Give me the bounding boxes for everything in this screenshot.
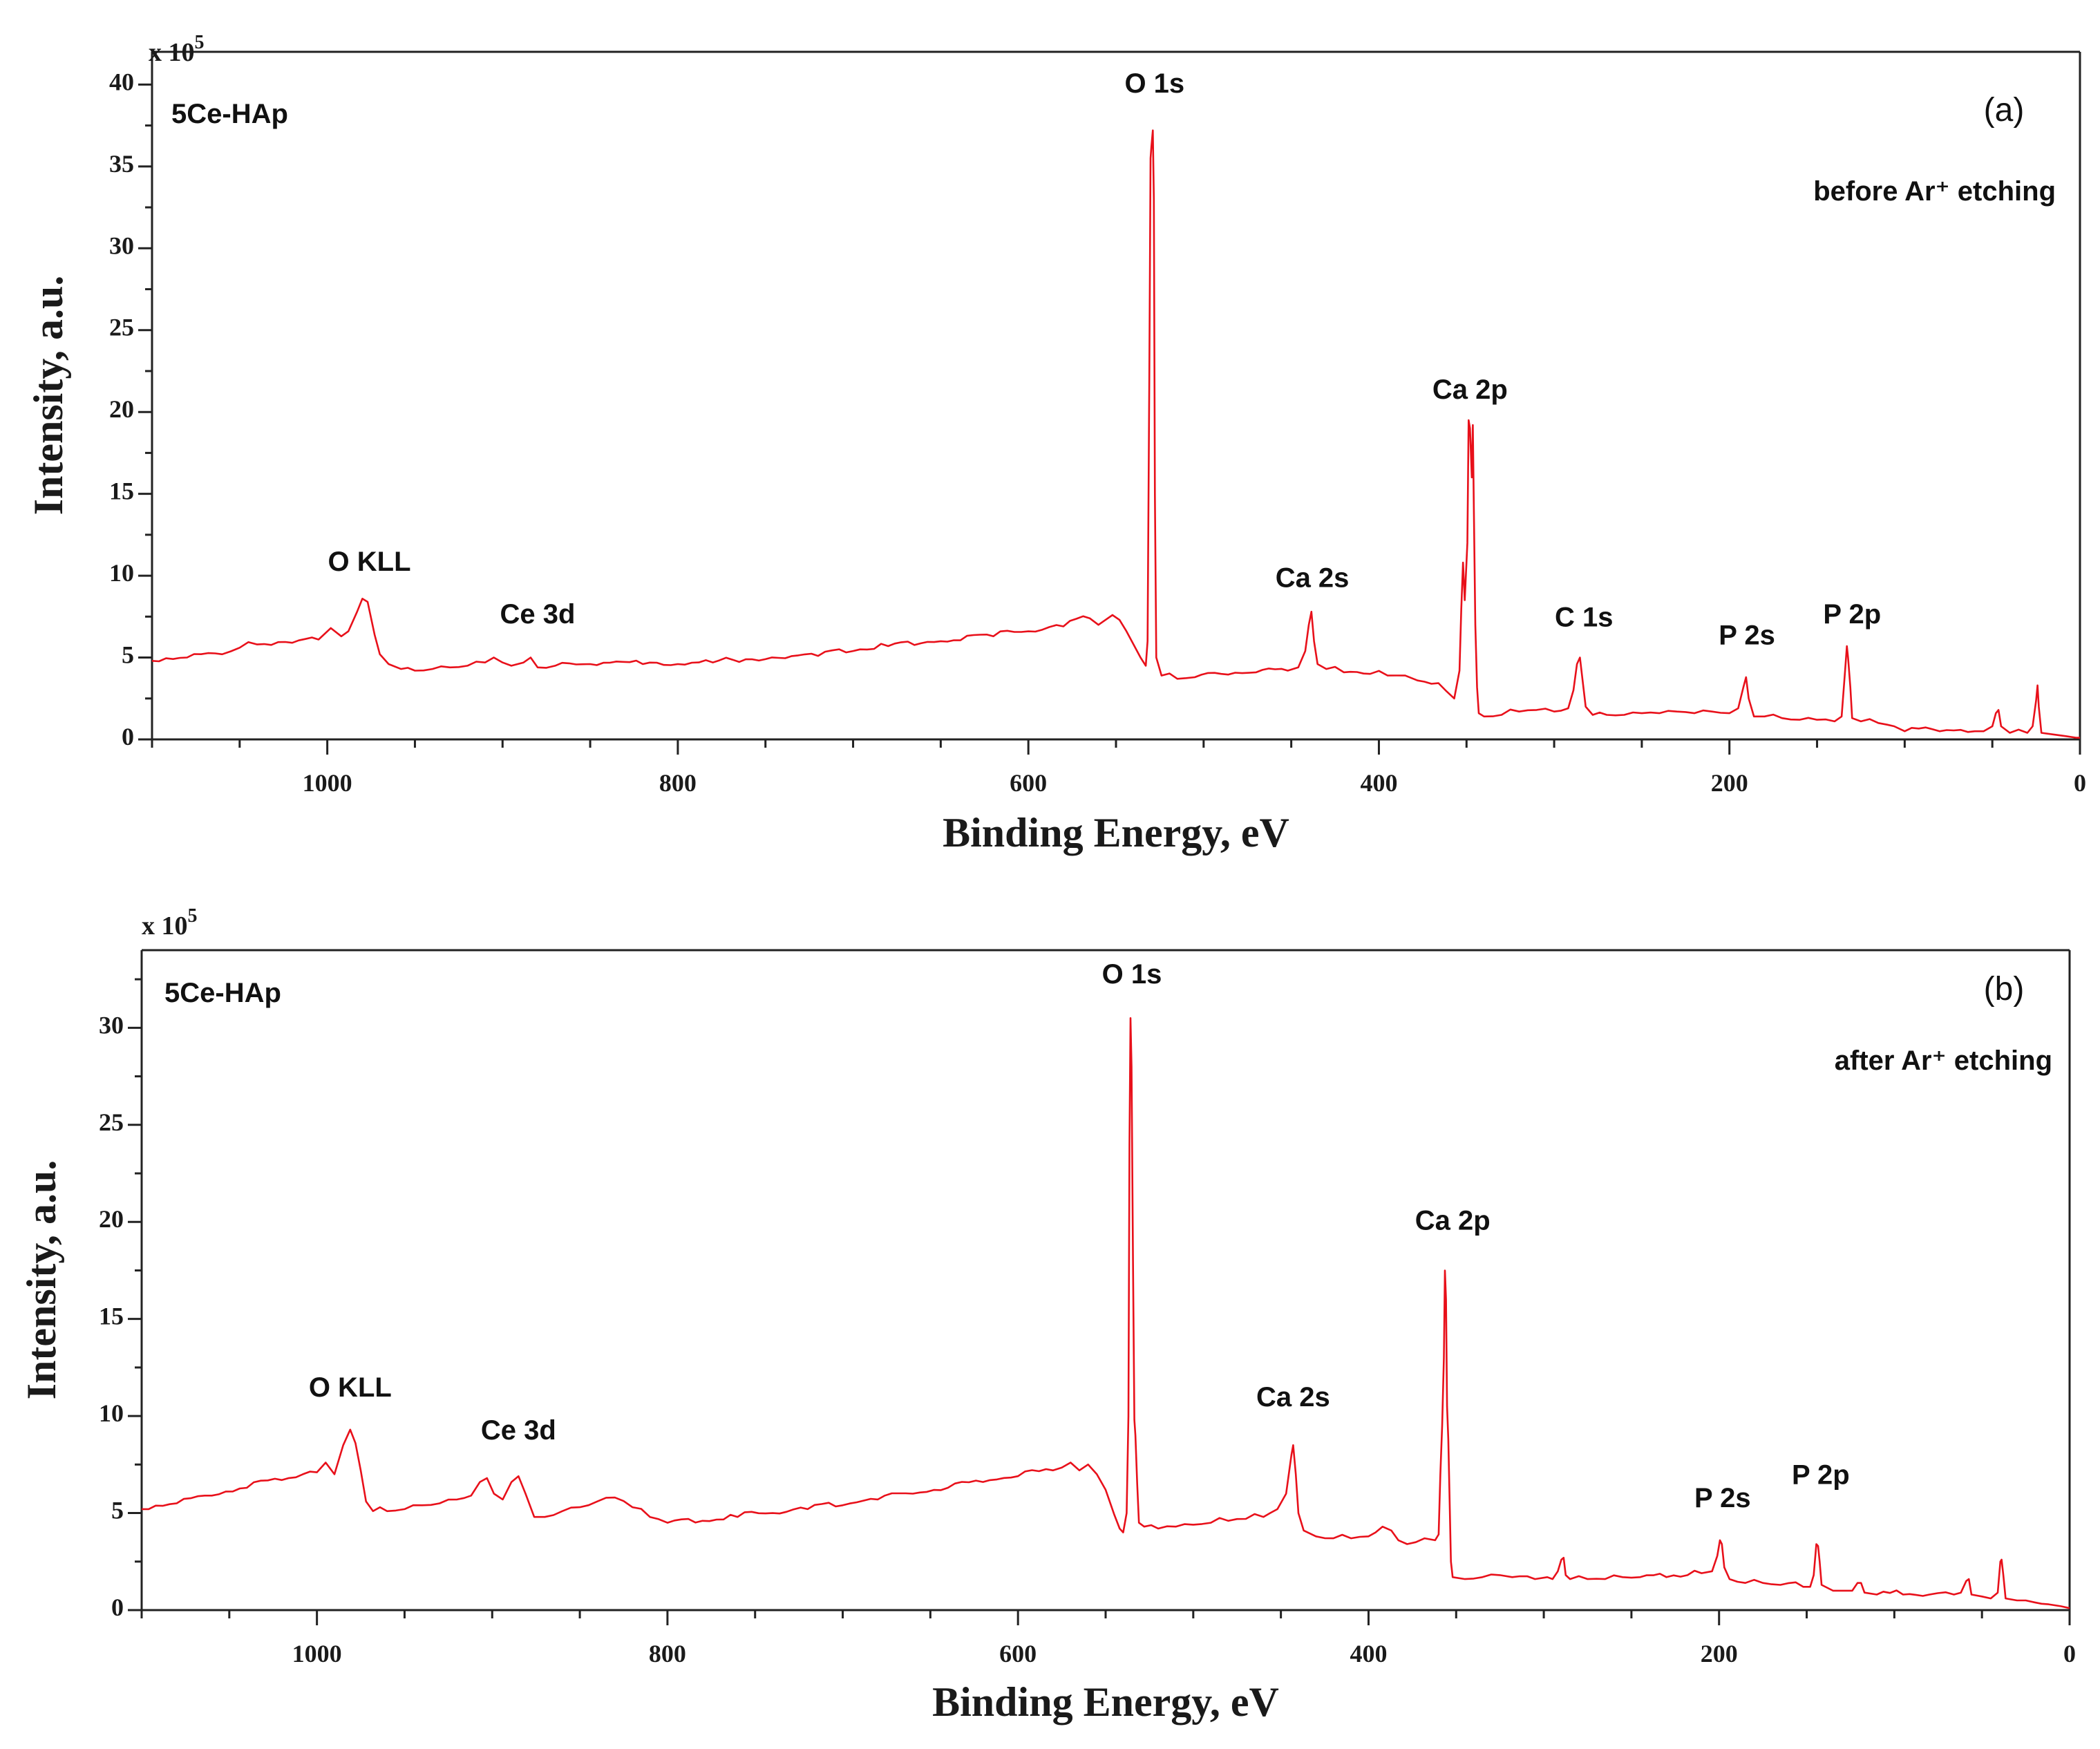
panel-a-axes: [151, 50, 2081, 741]
panel-a-peak-labels: O 1s Ca 2p Ca 2s O KLL Ce 3d C 1s P 2s P 2p: [328, 68, 1882, 650]
panel-b-y-tick-label: 0: [111, 1594, 124, 1621]
panel-a-peak-label-ca-2p: Ca 2p: [1432, 375, 1508, 405]
panel-b-chart: 1000 800 600 400 200 0 0 5 10 15 20 25 30 O 1s Ca 2p C…: [19, 905, 2076, 1725]
panel-b-sample-label: 5Ce-HAp: [164, 978, 281, 1008]
panel-b-peak-label-o-1s: O 1s: [1102, 959, 1162, 990]
panel-b-peak-label-ca-2s: Ca 2s: [1256, 1382, 1330, 1412]
panel-b-peak-label-ce-3d: Ce 3d: [481, 1415, 556, 1446]
panel-a-ticks: [138, 83, 2081, 755]
panel-a-x-tick-label: 1000: [303, 769, 352, 797]
panel-a-y-tick-label: 30: [109, 231, 134, 259]
panel-a-y-axis-title: Intensity, a.u.: [26, 276, 71, 516]
panel-a-y-tick-label: 0: [122, 723, 134, 750]
panel-a-panel-label: (a): [1984, 92, 2025, 129]
panel-a-y-tick-label: 20: [109, 395, 134, 423]
panel-b-x-tick-label: 200: [1701, 1640, 1738, 1667]
panel-b-x-axis-title: Binding Energy, eV: [932, 1679, 1279, 1725]
panel-a-tick-labels: 1000 800 600 400 200 0 0 5 10 15 20 25 30 35 40: [109, 68, 2086, 797]
panel-b-x-tick-label: 800: [649, 1640, 686, 1667]
panel-b-tick-labels: 1000 800 600 400 200 0 0 5 10 15 20 25 30: [99, 1011, 2076, 1667]
panel-b-y-axis-title: Intensity, a.u.: [19, 1160, 64, 1400]
panel-a-sample-label: 5Ce-HAp: [171, 99, 288, 129]
panel-a-x-tick-label: 400: [1360, 769, 1397, 797]
panel-b-y-tick-label: 15: [99, 1303, 124, 1330]
panel-b-x-tick-label: 600: [999, 1640, 1037, 1667]
panel-a-peak-label-p-2p: P 2p: [1823, 599, 1881, 630]
panel-b-y-scale: x 105: [142, 905, 198, 940]
panel-a-spectrum-line: [151, 129, 2080, 739]
panel-a-y-tick-label: 15: [109, 478, 134, 505]
panel-a-peak-label-c-1s: C 1s: [1555, 603, 1614, 633]
panel-a-peak-label-p-2s: P 2s: [1719, 621, 1775, 651]
panel-b-x-tick-label: 400: [1350, 1640, 1387, 1667]
panel-a-x-tick-label: 200: [1711, 769, 1748, 797]
panel-b-peak-label-p-2s: P 2s: [1694, 1483, 1751, 1513]
panel-a-condition-label: before Ar⁺ etching: [1813, 176, 2056, 207]
panel-a-y-tick-label: 5: [122, 641, 134, 669]
panel-b-peak-labels: O 1s Ca 2p Ca 2s O KLL Ce 3d P 2s P 2p: [309, 959, 1850, 1513]
panel-b-condition-label: after Ar⁺ etching: [1835, 1046, 2052, 1076]
panel-a-chart: 1000 800 600 400 200 0 0 5 10 15 20 25 30 35 40 O 1s Ca…: [26, 32, 2086, 855]
panel-b-y-tick-label: 20: [99, 1205, 124, 1233]
panel-a-x-axis-title: Binding Energy, eV: [943, 810, 1289, 855]
panel-a-x-tick-label: 800: [659, 769, 697, 797]
panel-a-x-tick-label: 600: [1010, 769, 1047, 797]
panel-b-y-tick-label: 30: [99, 1011, 124, 1039]
panel-a-x-tick-label: 0: [2074, 769, 2086, 797]
panel-b-x-tick-label: 1000: [292, 1640, 342, 1667]
panel-b-y-tick-label: 10: [99, 1399, 124, 1427]
panel-a-peak-label-ce-3d: Ce 3d: [500, 599, 576, 630]
panel-b-ticks: [128, 978, 2071, 1625]
panel-a-peak-label-o-1s: O 1s: [1124, 68, 1184, 99]
panel-b-spectrum-line: [142, 1017, 2070, 1609]
panel-a-y-tick-label: 25: [109, 314, 134, 341]
panel-a-y-tick-label: 35: [109, 150, 134, 178]
panel-a-y-tick-label: 40: [109, 68, 134, 95]
panel-b-x-tick-label: 0: [2063, 1640, 2076, 1667]
panel-b-y-tick-label: 25: [99, 1108, 124, 1136]
panel-b-y-tick-label: 5: [111, 1497, 124, 1524]
panel-a-peak-label-o-kll: O KLL: [328, 547, 411, 577]
panel-a-peak-label-ca-2s: Ca 2s: [1276, 563, 1350, 594]
panel-a-y-scale: x 105: [149, 32, 205, 67]
panel-b-panel-label: (b): [1984, 971, 2025, 1008]
panel-b-peak-label-o-kll: O KLL: [309, 1372, 392, 1403]
panel-b-peak-label-ca-2p: Ca 2p: [1415, 1205, 1491, 1236]
panel-b-peak-label-p-2p: P 2p: [1792, 1459, 1850, 1490]
panel-a-y-tick-label: 10: [109, 559, 134, 587]
